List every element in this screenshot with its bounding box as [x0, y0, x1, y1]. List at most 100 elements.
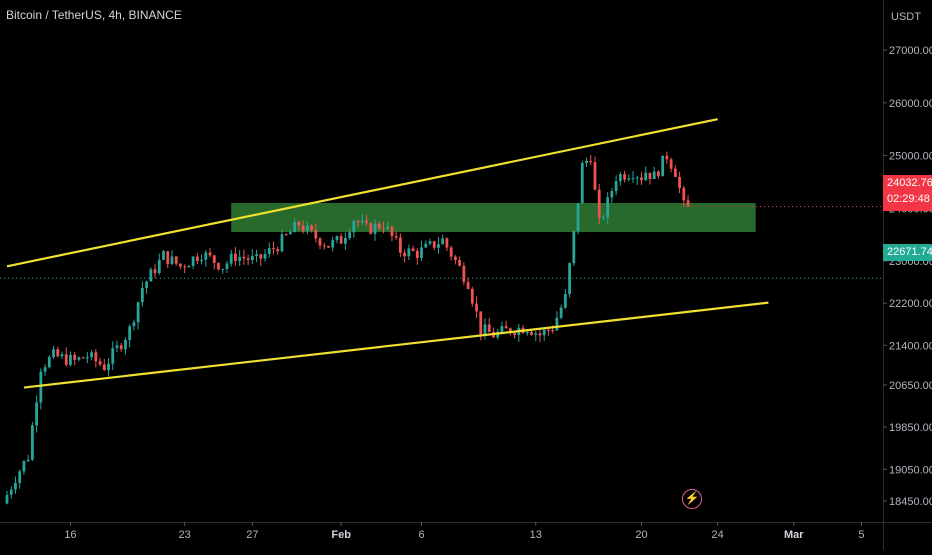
candle-body [85, 357, 89, 359]
candle-body [344, 237, 347, 244]
candle-body [200, 259, 203, 262]
candle-body [470, 288, 474, 304]
candle-body [398, 237, 402, 253]
candle-body [360, 220, 364, 223]
candle-body [183, 266, 187, 268]
candle-body [60, 354, 64, 357]
candle-body [568, 263, 571, 295]
candle-body [191, 256, 195, 266]
candle-body [580, 163, 584, 204]
candle-body [585, 160, 588, 164]
candle-body [669, 159, 673, 169]
candle-body [297, 222, 301, 226]
candle-body [18, 471, 22, 483]
candle-body [140, 287, 144, 303]
candle-body [14, 482, 17, 490]
candle-body [225, 263, 229, 269]
candle-body [149, 269, 153, 282]
candle-body [627, 178, 631, 180]
candle-body [145, 281, 148, 288]
price-tick-label: 20650.00 [889, 380, 932, 392]
candle-body [339, 236, 343, 244]
price-tick-label: 19850.00 [889, 422, 932, 434]
trendline-lower [23, 301, 769, 389]
candle-body [132, 322, 136, 327]
candle-body [466, 281, 470, 289]
candle-body [102, 364, 106, 371]
candle-body [107, 363, 110, 371]
candle-body [555, 317, 559, 331]
candle-body [606, 197, 610, 218]
candle-body [284, 234, 288, 236]
candle-body [614, 181, 618, 191]
candle-body [221, 268, 225, 270]
candle-body [530, 331, 533, 335]
candle-body [432, 241, 436, 248]
candle-body [195, 256, 199, 262]
candle-body [542, 329, 546, 336]
candle-body [5, 494, 9, 504]
candle-body [162, 251, 165, 260]
candle-body [644, 172, 648, 181]
candle-body [170, 256, 174, 265]
candle-body [35, 402, 39, 426]
candle-body [255, 254, 258, 257]
candle-body [403, 252, 407, 257]
candle-body [682, 188, 686, 201]
candle-body [77, 357, 81, 360]
chart-title: Bitcoin / TetherUS, 4h, BINANCE [6, 8, 182, 22]
candle-body [500, 326, 504, 332]
candle-body [136, 302, 140, 323]
lightning-icon[interactable]: ⚡ [682, 489, 702, 509]
candle-body [69, 354, 72, 365]
candle-body [678, 176, 681, 189]
price-tick-label: 19050.00 [889, 464, 932, 476]
candle-body [382, 228, 385, 230]
candle-body [635, 177, 639, 179]
time-tick-label: 20 [635, 529, 647, 541]
candle-body [229, 253, 233, 264]
last-price-label: 24032.76 [887, 177, 932, 189]
trendline-upper [6, 118, 718, 268]
candle-body [445, 238, 449, 248]
price-tick-label: 22200.00 [889, 298, 932, 310]
candle-body [648, 172, 652, 180]
candle-body [365, 220, 368, 224]
candle-body [462, 265, 466, 282]
candle-body [289, 232, 292, 235]
candle-body [293, 222, 297, 233]
candle-body [52, 349, 55, 358]
candle-body [73, 354, 77, 360]
candle-body [420, 247, 423, 259]
candle-body [331, 240, 335, 248]
candle-body [652, 171, 656, 180]
candle-body [441, 238, 445, 245]
candle-body [673, 168, 677, 177]
candle-body [559, 307, 563, 318]
candle-body [259, 254, 263, 259]
candle-body [81, 357, 85, 359]
candle-body [234, 253, 237, 261]
candle-body [128, 326, 132, 341]
candle-body [538, 333, 542, 336]
candle-body [483, 324, 487, 335]
candles [5, 151, 690, 505]
candle-body [475, 303, 478, 312]
candle-body [246, 258, 250, 261]
time-tick-label: 6 [418, 529, 424, 541]
candle-body [390, 226, 394, 237]
candle-body [272, 248, 275, 250]
candle-body [9, 489, 13, 495]
candle-body [327, 245, 330, 248]
candle-body [453, 256, 457, 261]
candle-body [352, 220, 356, 233]
price-axis-unit: USDT [891, 11, 921, 23]
price-tick-label: 25000.00 [889, 151, 932, 163]
support-zone [231, 203, 756, 232]
candle-body [305, 225, 309, 232]
candle-body [47, 357, 51, 368]
candle-body [589, 160, 593, 163]
time-tick-label: Mar [784, 529, 804, 541]
